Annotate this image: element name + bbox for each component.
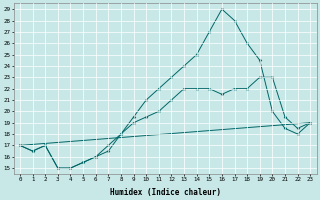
X-axis label: Humidex (Indice chaleur): Humidex (Indice chaleur) [109, 188, 220, 197]
